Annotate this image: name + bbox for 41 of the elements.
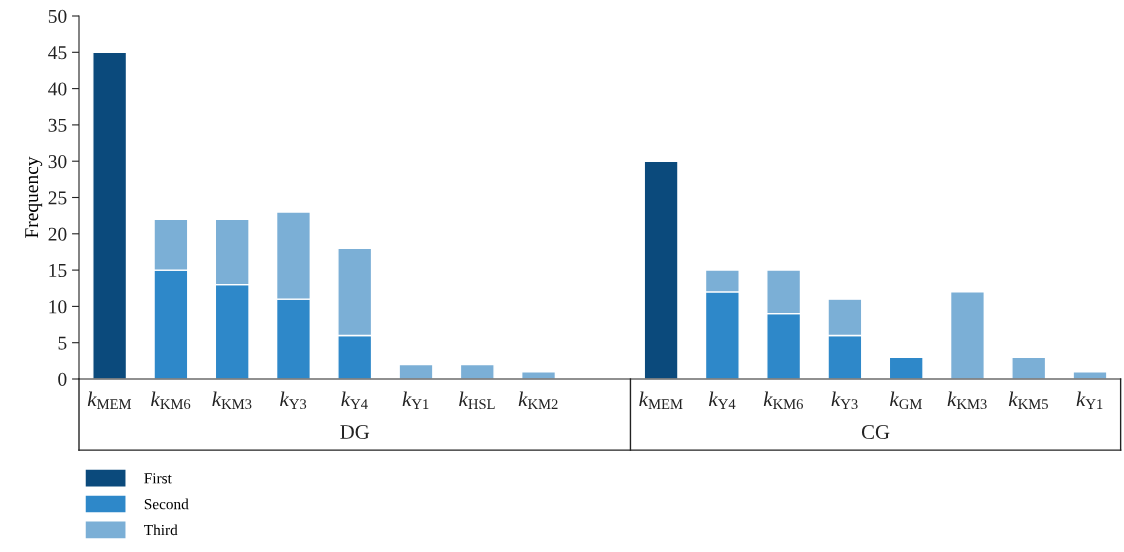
y-tick-label: 20 — [48, 227, 67, 241]
x-tick-label: k$_{Y3}$ — [280, 391, 307, 410]
y-tick-label: 25 — [48, 191, 67, 205]
y-tick-label: 40 — [48, 82, 67, 96]
y-tick-label: 50 — [48, 9, 67, 23]
y-tick-label: 30 — [48, 155, 67, 169]
x-tick-label: k$_{MEM}$ — [87, 391, 132, 409]
x-tick-label: k$_{Y3}$ — [831, 391, 858, 410]
legend-label: Third — [144, 524, 178, 536]
x-tick-label: k$_{Y1}$ — [402, 391, 429, 409]
bar — [1072, 371, 1108, 379]
y-axis-title: Frequency — [25, 156, 43, 238]
x-tick-label: k$_{HSL}$ — [459, 391, 495, 410]
text: DG — [340, 425, 370, 440]
x-tick-label: k$_{Y4}$ — [341, 391, 368, 409]
bar — [92, 51, 128, 379]
y-tick-label: 15 — [49, 264, 67, 278]
legend-label: First — [144, 473, 172, 484]
bar — [888, 356, 924, 379]
bar — [643, 160, 679, 379]
text: CG — [861, 425, 890, 440]
y-tick-label: 35 — [48, 118, 67, 132]
bar — [459, 363, 495, 379]
y-tick-label: 0 — [58, 372, 67, 386]
x-tick-label: k$_{KM2}$ — [518, 391, 558, 409]
y-tick-label: 45 — [48, 46, 67, 60]
x-tick-label: k$_{KM6}$ — [763, 391, 803, 410]
x-tick-label: k$_{KM3}$ — [947, 391, 987, 410]
y-tick-label: 10 — [49, 300, 67, 314]
x-tick-label: k$_{KM5}$ — [1008, 391, 1048, 410]
x-tick-label: k$_{KM3}$ — [212, 391, 252, 410]
y-tick-label: 5 — [58, 336, 67, 350]
x-tick-label: k$_{MEM}$ — [639, 391, 683, 409]
bar — [1011, 356, 1047, 379]
x-tick-label: k$_{Y1}$ — [1076, 391, 1103, 409]
x-tick-label: k$_{Y4}$ — [709, 391, 736, 409]
x-tick-label: k$_{GM}$ — [890, 391, 922, 410]
bar — [398, 363, 434, 379]
legend-label: Second — [144, 498, 189, 510]
x-tick-label: k$_{KM6}$ — [151, 391, 191, 410]
bar — [949, 291, 985, 379]
